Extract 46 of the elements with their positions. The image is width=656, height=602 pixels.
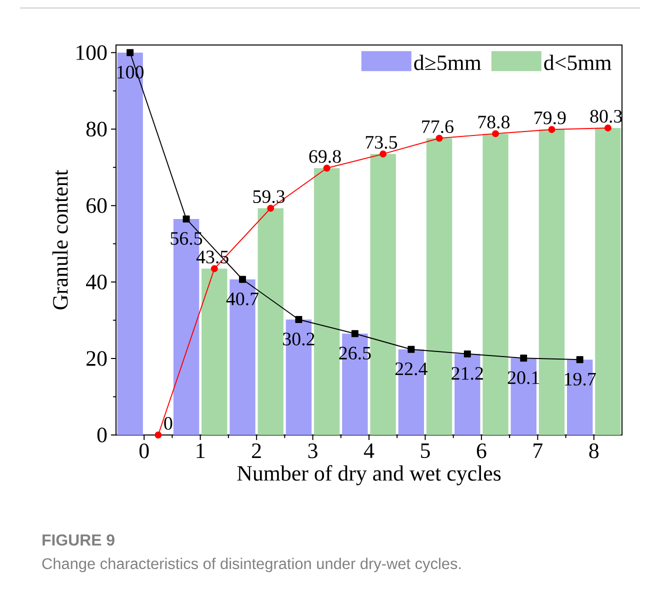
data-label: 26.5 xyxy=(339,346,371,360)
y-tick-label: 100 xyxy=(76,45,107,60)
data-label: 19.7 xyxy=(564,372,596,386)
data-label: 22.4 xyxy=(395,362,428,376)
data-label: 73.5 xyxy=(366,136,398,149)
data-label: 78.8 xyxy=(478,116,510,129)
y-tick-label: 60 xyxy=(86,198,107,213)
x-tick-label: 0 xyxy=(139,443,149,458)
y-tick-label: 0 xyxy=(97,428,107,442)
caption: FIGURE 9 xyxy=(42,534,114,546)
data-label: 0 xyxy=(164,417,172,430)
x-tick-label: 4 xyxy=(364,443,374,458)
y-axis-title: Granule content xyxy=(52,170,68,310)
x-tick-label: 6 xyxy=(476,443,486,458)
bar xyxy=(595,128,621,435)
bar xyxy=(314,168,340,435)
bar xyxy=(482,134,508,435)
legend-label: d≥5mm xyxy=(414,54,482,70)
data-label: 56.5 xyxy=(170,232,202,245)
legend-label: d<5mm xyxy=(544,54,612,70)
text: Change characteristics of disintegration under dry-wet cycles. xyxy=(42,558,461,572)
y-tick-label: 40 xyxy=(86,274,107,290)
bar xyxy=(370,154,396,435)
data-label: 69.8 xyxy=(309,150,341,163)
x-tick-label: 1 xyxy=(196,443,204,458)
data-label: 20.1 xyxy=(508,371,540,384)
x-tick-label: 3 xyxy=(308,443,318,458)
data-label: 59.3 xyxy=(253,190,285,204)
x-tick-label: 5 xyxy=(421,443,430,458)
x-tick-label: 7 xyxy=(534,443,543,458)
data-label: 40.7 xyxy=(226,292,259,306)
x-axis-title: Number of dry and wet cycles xyxy=(237,465,501,486)
bar xyxy=(426,138,452,435)
data-label: 80.3 xyxy=(590,110,622,123)
x-tick-label: 2 xyxy=(252,443,261,458)
bar xyxy=(202,268,228,435)
data-label: 30.2 xyxy=(283,332,314,346)
data-label: 77.6 xyxy=(422,120,454,134)
bar xyxy=(117,52,143,435)
y-tick-label: 20 xyxy=(86,351,107,366)
bar xyxy=(258,208,284,435)
data-label: 21.2 xyxy=(452,367,483,380)
y-tick-label: 80 xyxy=(86,122,107,136)
bar xyxy=(538,129,565,435)
data-label: 79.9 xyxy=(534,112,566,124)
x-tick-label: 8 xyxy=(589,443,599,458)
